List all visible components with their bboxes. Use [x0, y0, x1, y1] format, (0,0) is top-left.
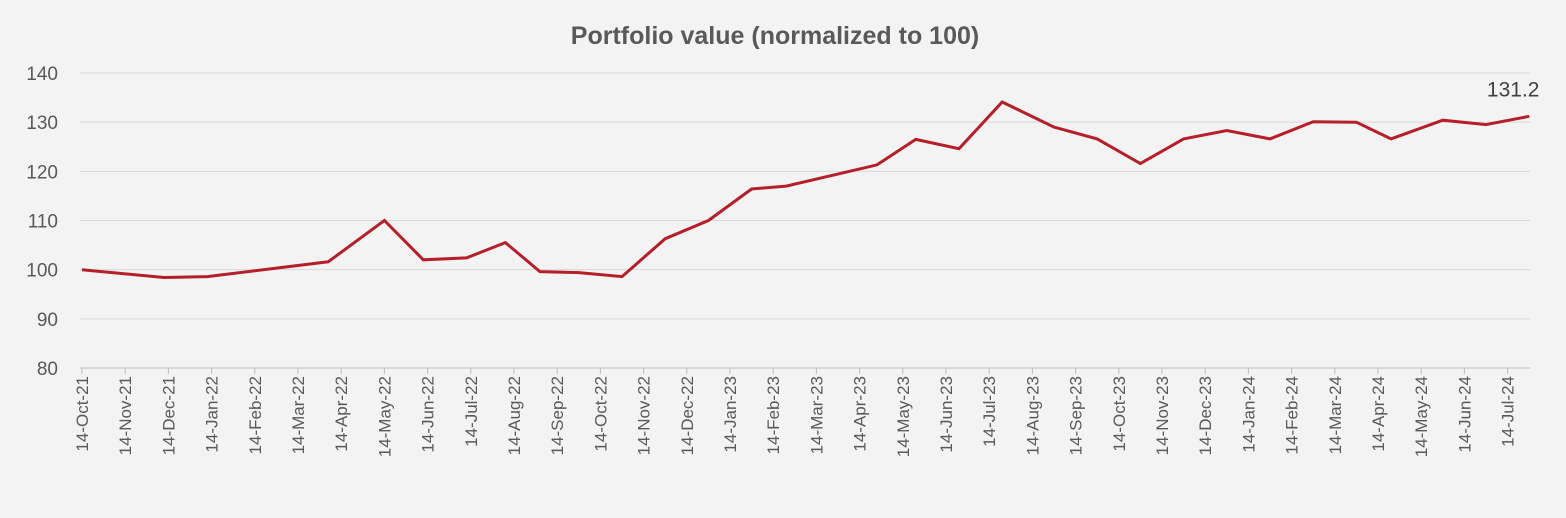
x-tick-label: 14-Feb-23: [764, 376, 783, 454]
x-tick-label: 14-Sep-23: [1067, 376, 1086, 455]
x-tick-label: 14-Aug-22: [505, 376, 524, 455]
x-tick-label: 14-Jun-24: [1455, 376, 1474, 453]
x-tick-label: 14-Oct-23: [1110, 376, 1129, 452]
x-tick-label: 14-Apr-23: [851, 376, 870, 452]
x-tick-label: 14-Apr-22: [332, 376, 351, 452]
y-tick-label: 130: [26, 113, 58, 134]
x-tick-label: 14-Dec-23: [1196, 376, 1215, 455]
y-axis-ticks: 80 90 100 110 120 130 140: [26, 64, 58, 380]
x-tick-label: 14-Aug-23: [1023, 376, 1042, 455]
x-tick-label: 14-Feb-24: [1283, 376, 1302, 454]
x-tick-label: 14-Jan-22: [203, 376, 222, 453]
x-tick-label: 14-Feb-22: [246, 376, 265, 454]
chart-title: Portfolio value (normalized to 100): [571, 22, 979, 50]
x-tick-label: 14-Jul-24: [1499, 376, 1518, 447]
x-tick-label: 14-Nov-21: [116, 376, 135, 455]
x-tick-label: 14-May-22: [375, 376, 394, 457]
y-tick-label: 140: [26, 64, 58, 85]
y-tick-label: 120: [26, 162, 58, 183]
x-tick-label: 14-May-23: [894, 376, 913, 457]
x-tick-label: 14-Sep-22: [548, 376, 567, 455]
x-tick-label: 14-Mar-22: [289, 376, 308, 454]
last-value-label: 131.2: [1487, 78, 1540, 101]
x-tick-label: 14-Oct-21: [73, 376, 92, 452]
x-tick-label: 14-Nov-22: [635, 376, 654, 455]
x-tick-label: 14-May-24: [1412, 376, 1431, 457]
x-tick-label: 14-Nov-23: [1153, 376, 1172, 455]
x-tick-label: 14-Apr-24: [1369, 376, 1388, 452]
x-tick-label: 14-Mar-24: [1326, 376, 1345, 454]
x-tick-label: 14-Jul-23: [980, 376, 999, 447]
x-tick-label: 14-Jan-24: [1239, 376, 1258, 453]
x-tick-label: 14-Dec-21: [159, 376, 178, 455]
gridlines: [80, 72, 1530, 369]
x-tick-label: 14-Jun-22: [419, 376, 438, 453]
y-tick-label: 100: [26, 261, 58, 282]
x-tick-label: 14-Mar-23: [807, 376, 826, 454]
x-tick-label: 14-Dec-22: [678, 376, 697, 455]
x-axis-ticks: 14-Oct-21 14-Nov-21 14-Dec-21 14-Jan-22 14-F…: [73, 368, 1518, 457]
y-tick-label: 80: [37, 359, 58, 380]
x-tick-label: 14-Jul-22: [462, 376, 481, 447]
series-line-portfolio-value: [81, 100, 1530, 280]
x-tick-label: 14-Oct-22: [591, 376, 610, 452]
x-tick-label: 14-Jun-23: [937, 376, 956, 453]
y-tick-label: 110: [28, 212, 58, 233]
series-group: [81, 100, 1530, 280]
x-tick-label: 14-Jan-23: [721, 376, 740, 453]
y-tick-label: 90: [37, 310, 58, 331]
